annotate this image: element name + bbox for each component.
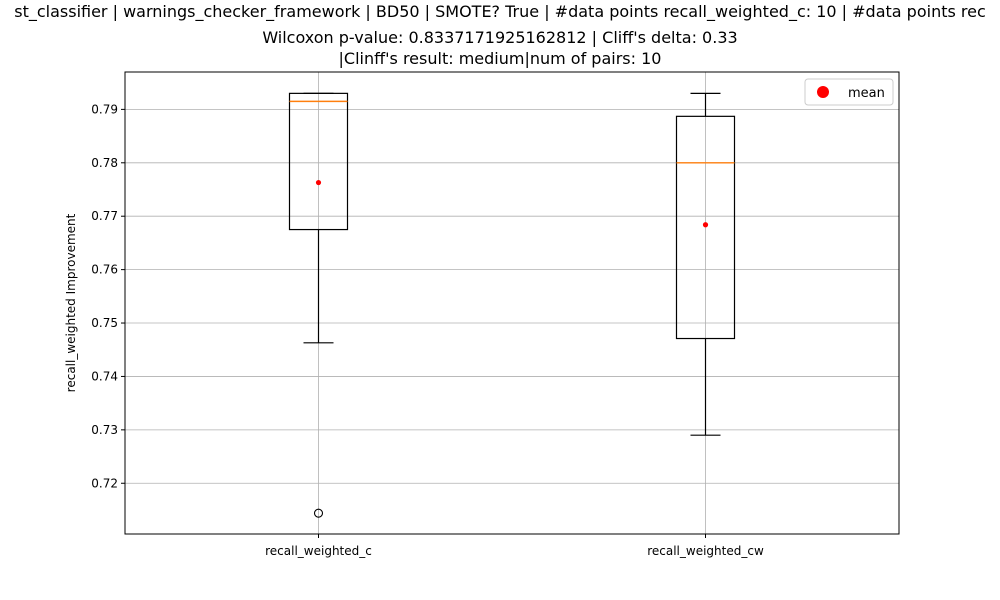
box-series (288, 92, 736, 518)
legend-label-mean: mean (848, 86, 885, 101)
box-recall_weighted_cw (675, 92, 736, 436)
chart-title-line-3: |Clinff's result: medium|num of pairs: 1… (338, 49, 662, 68)
y-tick-label: 0.72 (91, 476, 118, 490)
y-axis-label: recall_weighted Improvement (64, 213, 78, 392)
y-tick-label: 0.76 (91, 263, 118, 277)
y-tick-label: 0.74 (91, 369, 118, 383)
x-tick-label: recall_weighted_cw (647, 544, 764, 558)
outlier-point (313, 508, 324, 518)
chart-title-line-1: st_classifier | warnings_checker_framewo… (14, 2, 986, 21)
legend-mean-marker (817, 86, 829, 98)
box-iqr (288, 92, 349, 231)
x-axis: recall_weighted_c recall_weighted_cw (265, 534, 764, 558)
grid-lines (125, 72, 899, 534)
mean-point (315, 179, 322, 186)
mean-point (702, 222, 709, 228)
box-recall_weighted_c (288, 92, 349, 518)
y-tick-label: 0.75 (91, 316, 118, 330)
y-tick-label: 0.77 (91, 209, 118, 223)
chart-title-line-2: Wilcoxon p-value: 0.8337171925162812 | C… (262, 28, 738, 47)
y-tick-label: 0.73 (91, 423, 118, 437)
y-axis: 0.72 0.73 0.74 0.75 0.76 0.77 0.78 0.79 (91, 102, 125, 490)
box-iqr (675, 115, 736, 340)
plot-frame (124, 71, 900, 535)
x-tick-label: recall_weighted_c (265, 544, 372, 558)
y-tick-label: 0.79 (91, 102, 118, 116)
y-tick-label: 0.78 (91, 156, 118, 170)
legend: mean (804, 78, 894, 106)
legend-frame (804, 78, 894, 106)
